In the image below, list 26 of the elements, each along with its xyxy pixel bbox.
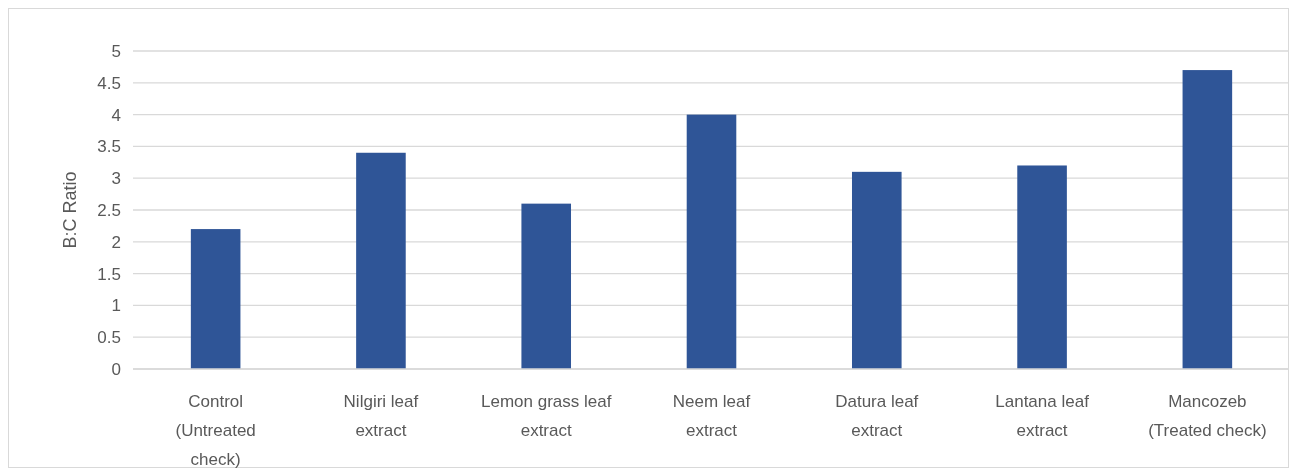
- y-tick-label: 2.5: [97, 200, 121, 220]
- x-tick-label: Nilgiri leaf extract: [343, 392, 419, 440]
- x-tick-label: Neem leaf extract: [672, 392, 751, 440]
- x-tick-label: Mancozeb (Treated check): [1148, 392, 1267, 440]
- y-tick-label: 2: [111, 232, 121, 252]
- y-tick-label: 3: [111, 169, 121, 189]
- x-tick-label: Lantana leaf extract: [995, 392, 1090, 440]
- y-axis-title: B:C Ratio: [60, 171, 80, 249]
- y-tick-label: 4: [111, 105, 121, 125]
- y-tick-label: 5: [111, 41, 121, 61]
- bar: [521, 203, 572, 369]
- x-tick-label: Lemon grass leaf extract: [481, 392, 612, 440]
- y-tick-label: 3.5: [97, 137, 121, 157]
- bar: [190, 229, 241, 369]
- y-tick-label: 4.5: [97, 73, 121, 93]
- y-tick-label: 0.5: [97, 328, 121, 348]
- bar: [356, 152, 406, 369]
- bar: [851, 171, 902, 369]
- y-tick-label: 1.5: [97, 264, 121, 284]
- x-tick-label: Datura leaf extract: [835, 392, 919, 440]
- bar: [1017, 165, 1067, 369]
- x-tick-label: Control (Untreated check): [175, 392, 256, 469]
- y-tick-label: 1: [111, 296, 121, 316]
- bar: [686, 114, 737, 369]
- y-tick-label: 0: [111, 359, 121, 379]
- bar: [1182, 70, 1233, 369]
